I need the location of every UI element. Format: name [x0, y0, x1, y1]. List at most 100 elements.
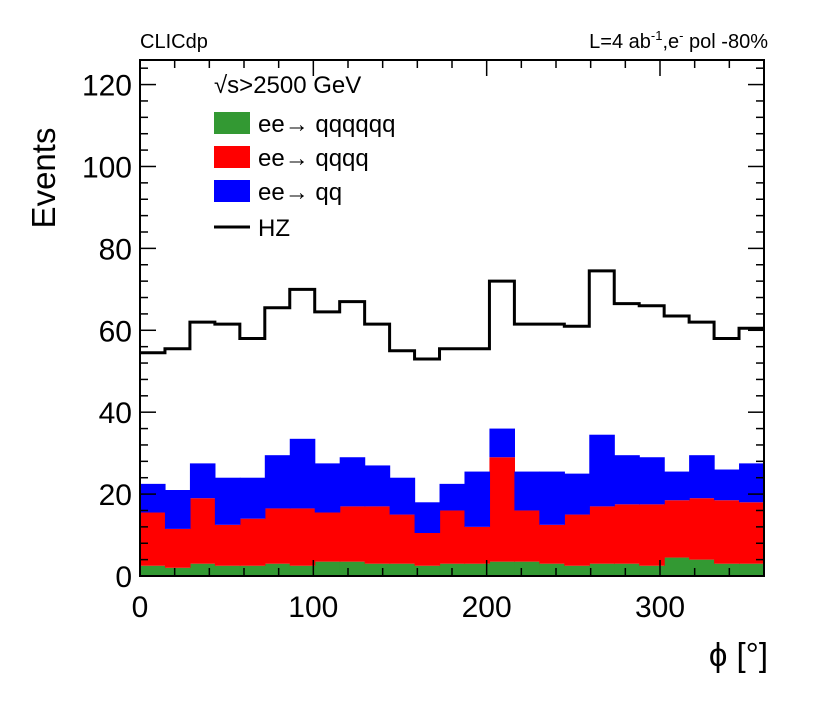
y-tick-label-40: 40 — [99, 397, 132, 430]
legend-label-qqqqqq: ee→ qqqqqq — [258, 111, 395, 138]
bar-eeqqqqqq-8 — [339, 561, 366, 576]
bar-eeqq-2 — [189, 463, 216, 499]
bar-eeqq-6 — [289, 438, 316, 509]
bar-eeqq-10 — [389, 477, 416, 515]
bar-eeqq-18 — [589, 434, 615, 507]
axis-tick-labels: 0 20 40 60 80 100 120 0 100 200 300 — [82, 70, 685, 624]
bar-eeqqqqqq-10 — [389, 563, 416, 576]
x-tick-label-200: 200 — [462, 591, 512, 624]
axis-ticks — [139, 60, 765, 577]
bar-eeqqqq-20 — [639, 504, 665, 566]
bar-eeqq-7 — [314, 463, 341, 513]
bar-eeqqqq-17 — [564, 514, 590, 566]
x-tick-label-0: 0 — [132, 591, 149, 624]
bar-eeqqqq-9 — [364, 506, 391, 564]
bar-eeqqqqqq-15 — [514, 561, 540, 576]
bar-eeqqqq-12 — [439, 510, 466, 564]
bar-eeqq-15 — [514, 471, 540, 511]
legend-swatch-qq — [214, 180, 250, 202]
bar-eeqqqq-18 — [589, 506, 615, 564]
bar-eeqqqqqq-18 — [589, 563, 615, 576]
bar-eeqqqq-1 — [164, 528, 191, 568]
bar-eeqqqq-4 — [239, 518, 266, 566]
x-tick-label-300: 300 — [635, 591, 685, 624]
legend-label-qqqq: ee→ qqqq — [258, 145, 369, 172]
legend-label-hz: HZ — [258, 215, 290, 242]
bar-eeqqqq-6 — [289, 508, 316, 566]
bar-eeqqqq-16 — [539, 524, 565, 564]
bar-eeqqqqqq-17 — [564, 565, 590, 576]
bar-eeqqqqqq-0 — [140, 565, 166, 576]
y-tick-label-20: 20 — [99, 479, 132, 512]
bar-eeqqqq-14 — [489, 457, 515, 562]
bar-eeqqqqqq-24 — [739, 563, 765, 576]
bar-eeqqqq-7 — [314, 512, 341, 562]
bar-eeqqqq-10 — [389, 514, 416, 564]
bar-eeqqqqqq-21 — [664, 557, 690, 576]
hz-line-layer — [140, 269, 764, 361]
legend: √s>2500 GeV ee→ qqqqqq ee→ qqqq ee→ qq H… — [214, 72, 395, 242]
bar-eeqq-19 — [614, 455, 640, 505]
bar-eeqqqqqq-11 — [414, 565, 441, 576]
bar-eeqq-0 — [140, 483, 166, 513]
bar-eeqqqqqq-7 — [314, 561, 341, 576]
bar-eeqq-3 — [214, 477, 241, 525]
x-axis-title: ϕ [°] — [709, 636, 768, 673]
bar-eeqq-20 — [639, 457, 665, 505]
bar-eeqqqqqq-22 — [689, 559, 715, 576]
bar-eeqqqq-19 — [614, 504, 640, 564]
y-tick-label-120: 120 — [82, 70, 132, 103]
bar-eeqqqqqq-23 — [714, 563, 740, 576]
stacked-bars — [140, 428, 765, 576]
bar-eeqqqq-13 — [464, 526, 491, 564]
bar-eeqq-9 — [364, 465, 391, 507]
legend-swatch-qqqqqq — [214, 112, 250, 134]
bar-eeqq-16 — [539, 471, 565, 525]
bar-eeqq-8 — [339, 457, 366, 507]
bar-eeqqqqqq-9 — [364, 563, 391, 576]
bar-eeqqqqqq-16 — [539, 563, 565, 576]
bar-eeqqqqqq-13 — [464, 563, 491, 576]
header-right: L=4 ab-1,e- pol -80% — [589, 28, 768, 53]
bar-eeqqqq-0 — [140, 512, 166, 566]
bar-eeqqqq-11 — [414, 533, 441, 566]
hz-step-line — [140, 269, 764, 361]
bar-eeqqqqqq-19 — [614, 563, 640, 576]
bar-eeqq-12 — [439, 483, 466, 511]
bar-eeqqqq-8 — [339, 506, 366, 562]
bar-eeqq-21 — [664, 471, 690, 501]
bar-eeqqqq-22 — [689, 498, 715, 560]
bar-eeqqqqqq-1 — [164, 567, 191, 576]
bar-eeqqqqqq-5 — [264, 563, 291, 576]
bar-eeqq-22 — [689, 455, 715, 499]
bar-eeqqqq-24 — [739, 502, 765, 564]
bar-eeqqqqqq-3 — [214, 565, 241, 576]
y-tick-label-80: 80 — [99, 233, 132, 266]
bar-eeqqqq-23 — [714, 500, 740, 564]
y-tick-label-100: 100 — [82, 151, 132, 184]
bar-eeqq-23 — [714, 469, 740, 501]
bar-eeqqqqqq-20 — [639, 565, 665, 576]
y-axis-title: Events — [25, 128, 62, 229]
y-tick-label-60: 60 — [99, 315, 132, 348]
bar-eeqqqq-3 — [214, 524, 241, 566]
bar-eeqq-11 — [414, 502, 441, 533]
legend-label-qq: ee→ qq — [258, 179, 342, 206]
bar-eeqqqqqq-2 — [189, 563, 216, 576]
bar-eeqqqq-2 — [189, 498, 216, 564]
legend-title: √s>2500 GeV — [214, 72, 361, 99]
bar-eeqqqq-5 — [264, 508, 291, 564]
bar-eeqq-24 — [739, 463, 765, 503]
y-tick-label-0: 0 — [115, 561, 132, 594]
bar-eeqq-14 — [489, 428, 515, 458]
bar-eeqqqqqq-14 — [489, 561, 515, 576]
legend-swatch-qqqq — [214, 146, 250, 168]
bar-eeqq-5 — [264, 455, 291, 509]
bar-eeqqqq-15 — [514, 510, 540, 562]
x-tick-label-100: 100 — [288, 591, 338, 624]
bar-eeqq-1 — [164, 490, 191, 529]
bar-eeqqqq-21 — [664, 500, 690, 558]
bar-eeqqqqqq-6 — [289, 565, 316, 576]
bar-eeqq-13 — [464, 471, 491, 527]
